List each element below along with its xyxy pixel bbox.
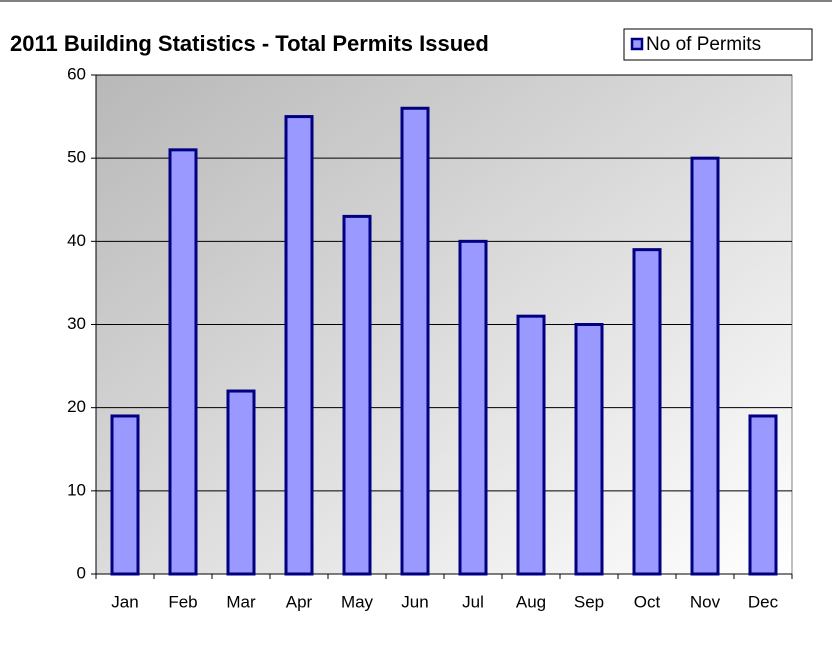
x-tick-label: Dec: [748, 592, 779, 611]
x-tick-label: Nov: [690, 592, 721, 611]
bar: [574, 323, 604, 576]
x-tick-label: May: [341, 592, 374, 611]
bar: [458, 239, 488, 576]
x-tick-label: Jan: [111, 592, 138, 611]
x-tick-label: Sep: [574, 592, 604, 611]
x-tick-label: Aug: [516, 592, 546, 611]
y-tick-label: 10: [67, 480, 86, 499]
bar: [400, 106, 430, 576]
y-tick-label: 40: [67, 231, 86, 250]
x-tick-label: Oct: [634, 592, 661, 611]
x-tick-label: Apr: [286, 592, 313, 611]
y-tick-label: 20: [67, 397, 86, 416]
chart-title: 2011 Building Statistics - Total Permits…: [10, 31, 489, 56]
y-tick-label: 60: [67, 64, 86, 83]
legend: No of Permits: [623, 28, 813, 61]
legend-swatch: [630, 37, 644, 51]
legend-label: No of Permits: [646, 34, 761, 55]
bar: [110, 414, 140, 576]
bar: [690, 156, 720, 576]
x-tick-label: Jun: [401, 592, 428, 611]
y-tick-label: 0: [77, 563, 86, 582]
x-tick-label: Jul: [462, 592, 484, 611]
bar: [342, 214, 372, 576]
bar: [748, 414, 778, 576]
bar: [516, 314, 546, 576]
bar: [632, 248, 662, 576]
bar: [168, 148, 198, 576]
x-tick-label: Feb: [168, 592, 197, 611]
bar: [226, 389, 256, 576]
bar: [284, 115, 314, 576]
y-tick-label: 30: [67, 314, 86, 333]
legend-box: [623, 28, 813, 61]
x-tick-label: Mar: [226, 592, 256, 611]
y-tick-label: 50: [67, 148, 86, 167]
